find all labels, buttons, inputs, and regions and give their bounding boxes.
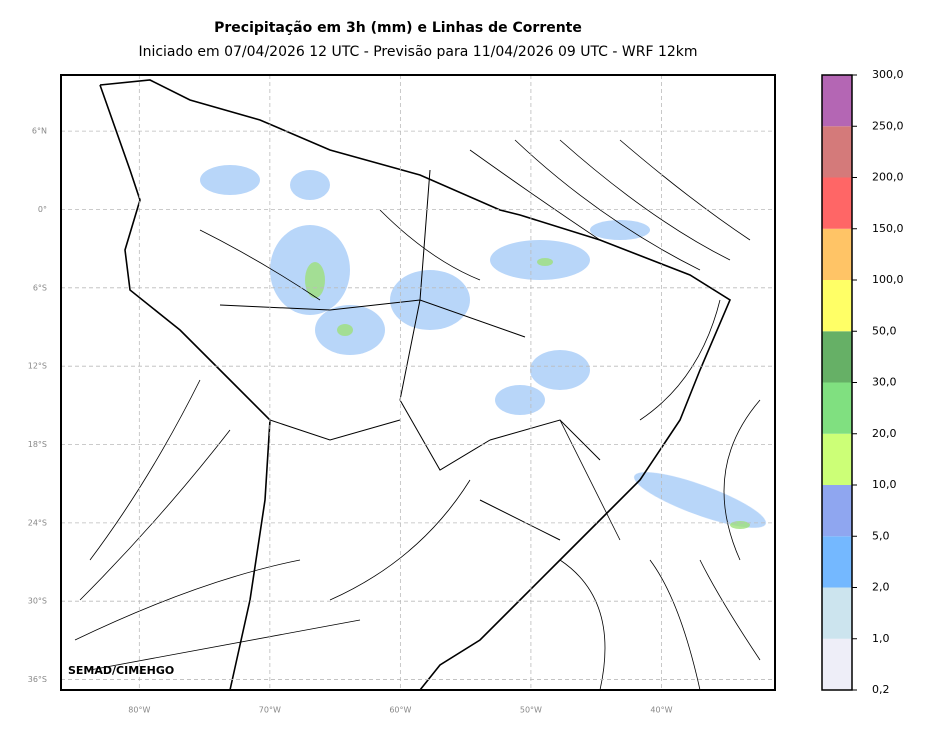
title: Precipitação em 3h (mm) e Linhas de Corr…: [214, 20, 582, 36]
colorbar-bin: [822, 638, 852, 690]
colorbar-label: 5,0: [872, 529, 890, 542]
colorbar-label: 0,2: [872, 683, 890, 696]
colorbar-bin: [822, 280, 852, 332]
y-tick-label: 6°N: [32, 127, 47, 136]
x-tick-label: 40°W: [650, 706, 672, 715]
y-tick-label: 12°S: [28, 362, 47, 371]
coastline: [99, 79, 732, 691]
x-tick-label: 50°W: [520, 706, 542, 715]
colorbar-bin: [822, 228, 852, 280]
subtitle: Iniciado em 07/04/2026 12 UTC - Previsão…: [138, 44, 697, 60]
colorbar-bin: [822, 536, 852, 588]
colorbar-bin: [822, 382, 852, 434]
colorbar-label: 20,0: [872, 427, 897, 440]
map-frame: [60, 74, 776, 691]
colorbar-bin: [822, 177, 852, 229]
streamlines: [74, 139, 761, 691]
colorbar-label: 300,0: [872, 68, 904, 81]
x-tick-label: 60°W: [389, 706, 411, 715]
colorbar-label: 10,0: [872, 478, 897, 491]
colorbar-bin: [822, 587, 852, 639]
colorbar-label: 200,0: [872, 171, 904, 184]
colorbar-label: 1,0: [872, 632, 890, 645]
colorbar-bin: [822, 126, 852, 178]
y-tick-label: 0°: [38, 205, 47, 214]
colorbar-bin: [822, 331, 852, 383]
colorbar-label: 250,0: [872, 119, 904, 132]
y-tick-label: 18°S: [28, 440, 47, 449]
colorbar-label: 50,0: [872, 324, 897, 337]
colorbar-label: 30,0: [872, 376, 897, 389]
y-tick-label: 6°S: [33, 283, 47, 292]
colorbar-bin: [822, 485, 852, 537]
colorbar-label: 150,0: [872, 222, 904, 235]
y-tick-label: 24°S: [28, 518, 47, 527]
colorbar-bin: [822, 75, 852, 127]
colorbar-bin: [822, 433, 852, 485]
credit: SEMAD/CIMEHGO: [68, 664, 174, 677]
x-tick-label: 70°W: [259, 706, 281, 715]
y-tick-label: 36°S: [28, 675, 47, 684]
colorbar-label: 100,0: [872, 273, 904, 286]
colorbar-label: 2,0: [872, 581, 890, 594]
x-tick-label: 80°W: [128, 706, 150, 715]
y-tick-label: 30°S: [28, 597, 47, 606]
map: SEMAD/CIMEHGO: [60, 74, 776, 691]
map-background: [61, 75, 775, 690]
